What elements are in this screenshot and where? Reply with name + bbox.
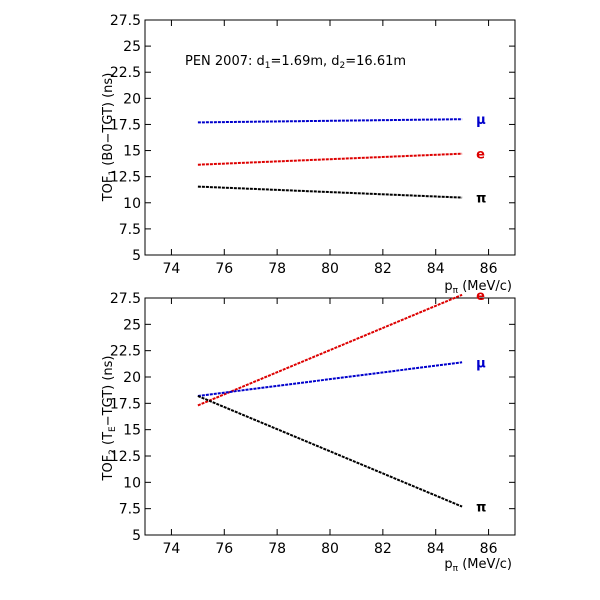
x-tick-label: 74 [163,541,181,557]
x-tick-label: 76 [215,541,233,557]
x-tick-label: 82 [374,541,392,557]
y-tick-label: 25 [123,317,141,333]
tof2-y-axis-title: TOF2 (TE−TGT) (ns) [101,356,118,482]
x-tick-label: 78 [268,261,286,277]
tof2-panel: 5 7.5 10 12.5 15 17.5 20 22.5 25 27.5 74 76 78 80 82 8… [101,289,516,574]
y-tick-label: 12.5 [110,449,141,465]
x-tick-label: 80 [321,541,339,557]
y-tick-label: 10 [123,475,141,491]
tof1-annotation: PEN 2007: d1=1.69m, d2=16.61m [185,54,406,71]
x-tick-label: 76 [215,261,233,277]
y-tick-label: 17.5 [110,396,141,412]
x-tick-label: 82 [374,261,392,277]
series-line-0 [197,293,463,407]
tof1-x-axis: 74 76 78 80 82 84 86 [163,20,498,277]
x-tick-label: 84 [427,261,445,277]
y-tick-label: 27.5 [110,13,141,29]
y-tick-label: 15 [123,144,141,160]
tof2-x-axis-title: pπ (MeV/c) [444,557,512,574]
series-label: π [476,192,486,207]
x-tick-label: 86 [480,541,498,557]
x-tick-label: 80 [321,261,339,277]
series-line-1 [197,152,463,166]
x-tick-label: 74 [163,261,181,277]
tof2-series: e μ π [197,289,486,516]
y-tick-label: 25 [123,39,141,55]
series-label: π [476,501,486,516]
series-line-0 [197,118,463,124]
y-tick-label: 5 [132,248,141,264]
tof2-y-axis: 5 7.5 10 12.5 15 17.5 20 22.5 25 27.5 [110,291,515,544]
tof1-y-axis-title: TOF1 (B0−TGT) (ns) [101,73,118,203]
tof2-x-axis: 74 76 78 80 82 84 86 [163,298,498,557]
tof2-plot-frame [144,297,516,536]
y-tick-label: 17.5 [110,117,141,133]
y-tick-label: 20 [123,370,141,386]
series-label: e [476,148,485,163]
x-tick-label: 78 [268,541,286,557]
series-line-2 [197,395,463,508]
y-tick-label: 7.5 [119,222,141,238]
tof1-y-axis: 5 7.5 10 12.5 15 17.5 20 22.5 25 27.5 [110,13,515,264]
y-tick-label: 10 [123,196,141,212]
y-tick-label: 27.5 [110,291,141,307]
y-tick-label: 22.5 [110,65,141,81]
y-tick-label: 22.5 [110,344,141,360]
series-label: μ [476,356,486,371]
tof1-series: μ e π [197,113,486,207]
series-line-2 [197,185,463,199]
tof1-x-axis-title: pπ (MeV/c) [444,279,512,296]
series-label: μ [476,113,486,128]
y-tick-label: 15 [123,423,141,439]
series-line-1 [197,361,463,397]
y-tick-label: 12.5 [110,170,141,186]
y-tick-label: 20 [123,91,141,107]
tof1-panel: 5 7.5 10 12.5 15 17.5 20 22.5 25 27.5 74 76 78 80 82 8… [101,13,516,296]
series-label: e [476,289,485,304]
x-tick-label: 86 [480,261,498,277]
y-tick-label: 5 [132,528,141,544]
y-tick-label: 7.5 [119,502,141,518]
x-tick-label: 84 [427,541,445,557]
